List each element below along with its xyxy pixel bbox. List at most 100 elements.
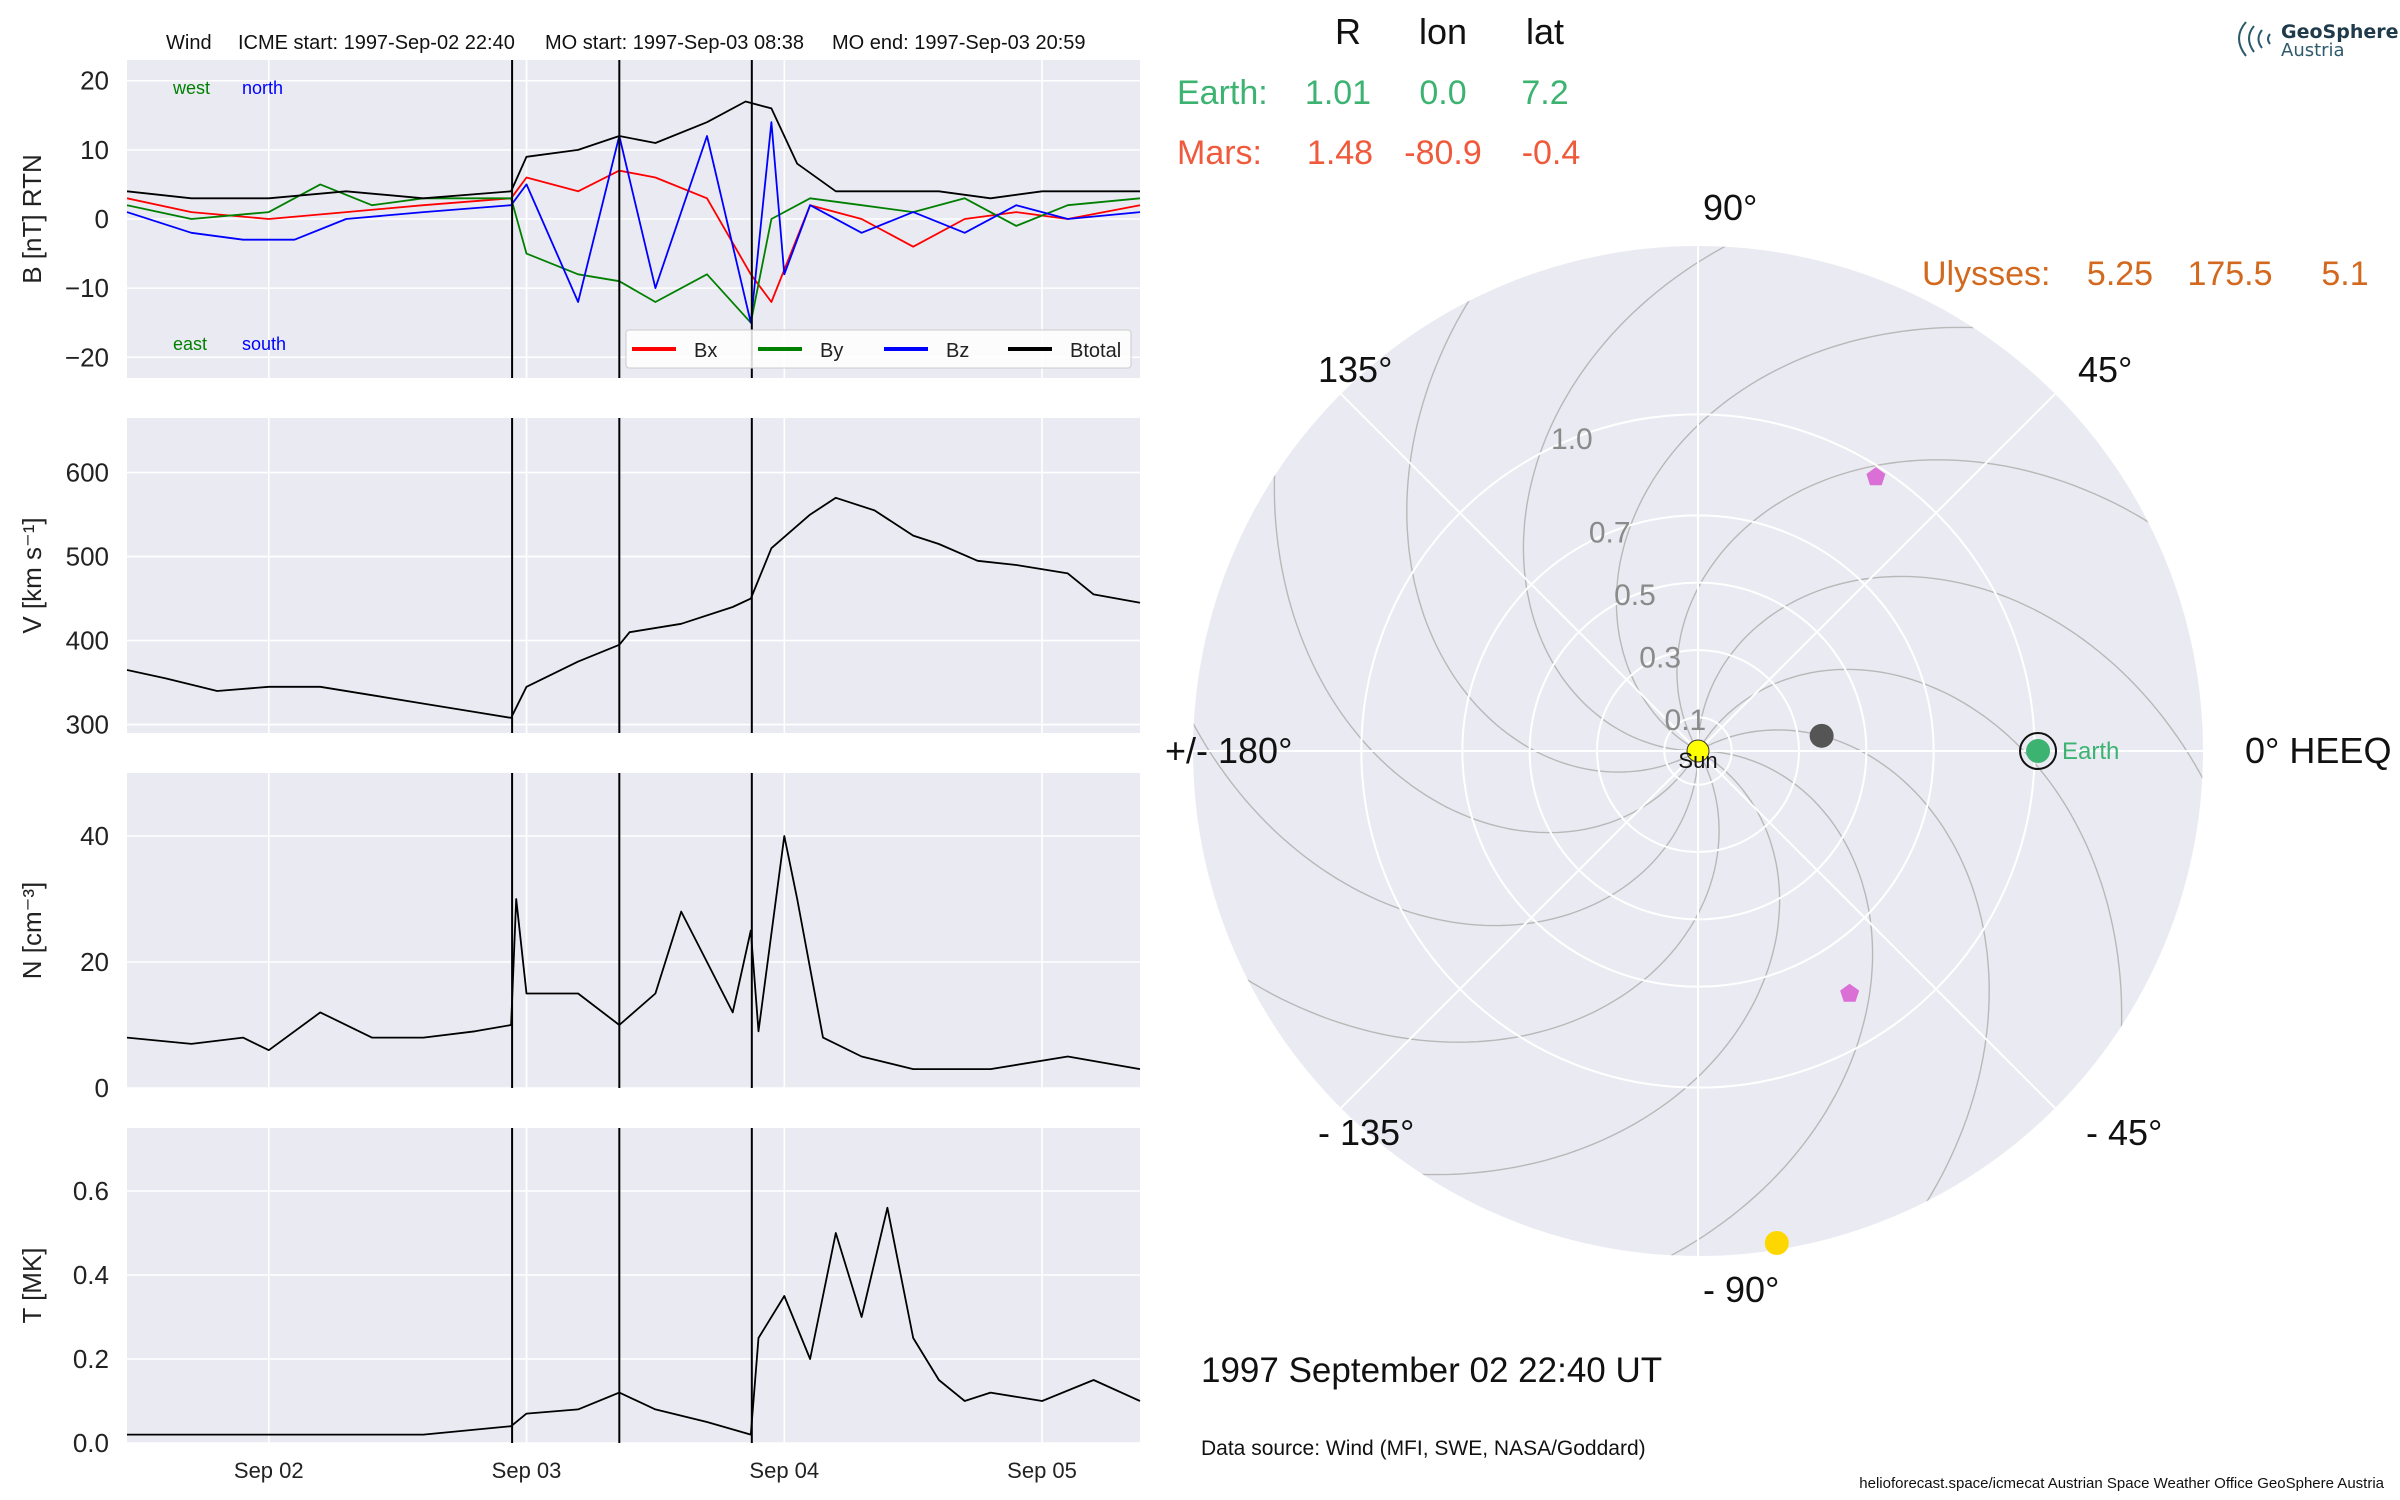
angular-gridline xyxy=(1697,393,2056,752)
y-tick-label: 500 xyxy=(66,542,109,572)
footer: helioforecast.space/icmecat Austrian Spa… xyxy=(1859,1475,2384,1492)
radial-tick-label: 0.1 xyxy=(1665,704,1707,737)
spiral-line xyxy=(1615,326,2039,752)
series-bz xyxy=(126,121,1141,324)
annotation-west: west xyxy=(172,78,210,98)
angular-gridline xyxy=(1340,750,1699,1109)
y-tick-label: 0.2 xyxy=(73,1344,109,1374)
x-tick-label: Sep 03 xyxy=(492,1458,562,1483)
radial-tick-label: 1.0 xyxy=(1551,423,1593,456)
earth-label: Earth xyxy=(2062,738,2119,765)
planet-marker xyxy=(1764,1230,1789,1255)
panel-background xyxy=(127,418,1140,733)
spiral-line xyxy=(1193,664,1699,927)
spiral-line xyxy=(1406,246,1699,773)
angle-label: +/- 180° xyxy=(1165,730,1292,771)
angle-label: 135° xyxy=(1318,349,1392,390)
earth-lon: 0.0 xyxy=(1419,74,1466,112)
legend-label-bz: Bz xyxy=(946,340,969,362)
geosphere-logo: GeoSphere Austria xyxy=(2238,21,2399,61)
y-tick-label: 20 xyxy=(80,947,109,977)
table-header-lon: lon xyxy=(1419,11,1467,52)
y-tick-label: −10 xyxy=(65,273,109,303)
y-tick-label: 0.4 xyxy=(73,1260,109,1290)
panel-3: 0.6 0.4 0.2 0.0 T [MK] Sep 02 Sep 03 Sep 04 Sep … xyxy=(17,1128,1141,1483)
angle-label: 90° xyxy=(1703,187,1757,228)
header-icme-start: ICME start: 1997-Sep-02 22:40 xyxy=(238,32,515,54)
y-tick-label: 10 xyxy=(80,135,109,165)
pentagon-marker xyxy=(1866,467,1886,486)
panel-0: 20 10 0 −10 −20 B [nT] RTN west north east south B… xyxy=(17,60,1141,378)
earth-label: Earth: xyxy=(1177,74,1268,112)
angular-gridline xyxy=(1697,750,2056,1109)
ulysses-label: Ulysses: xyxy=(1922,255,2050,293)
spiral-line xyxy=(1357,750,1781,1176)
ulysses-lat: 5.1 xyxy=(2321,255,2368,293)
logo-line1: GeoSphere xyxy=(2281,21,2399,43)
positions-table: R lon lat Earth: 1.01 0.0 7.2 Mars: 1.48… xyxy=(1177,11,2369,293)
x-tick-label: Sep 04 xyxy=(749,1458,819,1483)
y-tick-label: 400 xyxy=(66,626,109,656)
body-earth: Earth xyxy=(2019,732,2119,770)
y-tick-label: 0 xyxy=(95,204,109,234)
mars-lat: -0.4 xyxy=(1522,134,1581,172)
series-t xyxy=(127,1206,1141,1436)
sun-label: Sun xyxy=(1678,748,1717,773)
spiral-line xyxy=(1193,750,1720,1043)
y-axis-label: V [km s⁻¹] xyxy=(17,517,47,633)
legend-label-btotal: Btotal xyxy=(1070,340,1121,362)
series-btotal xyxy=(126,100,1140,200)
body-spacecraft-grey xyxy=(1809,723,1834,748)
angular-gridline xyxy=(1340,393,1699,752)
spiral-line xyxy=(1676,459,2203,752)
angle-label: - 90° xyxy=(1703,1269,1779,1310)
y-tick-label: 300 xyxy=(66,710,109,740)
angle-label: 45° xyxy=(2078,349,2132,390)
mars-row: Mars: 1.48 -80.9 -0.4 xyxy=(1177,134,1580,172)
annotation-east: east xyxy=(173,334,207,354)
x-tick-label: Sep 05 xyxy=(1007,1458,1077,1483)
mars-lon: -80.9 xyxy=(1404,134,1482,172)
spiral-lines xyxy=(1193,246,2203,1256)
panel-2: 40 20 0 N [cm⁻³] xyxy=(17,773,1141,1103)
spiral-line xyxy=(1273,410,1699,834)
y-axis-label: T [MK] xyxy=(17,1247,47,1323)
header: Wind ICME start: 1997-Sep-02 22:40 MO st… xyxy=(166,32,1086,54)
spiral-line xyxy=(1697,668,2123,1092)
panel-background xyxy=(127,773,1140,1088)
series-bx xyxy=(126,169,1141,303)
legend-box xyxy=(625,329,1132,369)
spiral-line xyxy=(1697,575,2203,838)
panel-1: 600 500 400 300 V [km s⁻¹] xyxy=(17,418,1141,740)
header-spacecraft: Wind xyxy=(166,32,212,54)
mars-r: 1.48 xyxy=(1307,134,1373,172)
radial-tick-label: 0.3 xyxy=(1639,641,1681,674)
earth-row: Earth: 1.01 0.0 7.2 xyxy=(1177,74,1569,112)
polar-plot: 0.1 0.3 0.5 0.7 1.0 0° HEEQ 45° 90° 135° +/- 180°… xyxy=(1165,187,2391,1310)
time-series-panels: 20 10 0 −10 −20 B [nT] RTN west north east south B… xyxy=(17,60,1141,1483)
spiral-line xyxy=(1611,750,1874,1256)
ulysses-r: 5.25 xyxy=(2087,255,2153,293)
y-tick-label: 0.0 xyxy=(73,1428,109,1458)
sun-marker xyxy=(1686,739,1710,763)
spiral-line xyxy=(1522,246,1785,752)
y-tick-label: 0 xyxy=(95,1073,109,1103)
panel-background xyxy=(127,1128,1140,1443)
data-source: Data source: Wind (MFI, SWE, NASA/Goddar… xyxy=(1201,1437,1646,1460)
body-spacecraft-pink-north xyxy=(1866,467,1886,486)
y-tick-label: 40 xyxy=(80,821,109,851)
legend-label-bx: Bx xyxy=(694,340,717,362)
y-axis-label: N [cm⁻³] xyxy=(17,882,47,980)
header-mo-end: MO end: 1997-Sep-03 20:59 xyxy=(832,32,1086,54)
earth-marker xyxy=(2026,739,2051,763)
earth-ring xyxy=(2019,732,2058,770)
angle-label: 0° HEEQ xyxy=(2245,730,2391,771)
planet-marker xyxy=(1809,723,1834,748)
ulysses-row: Ulysses: 5.25 175.5 5.1 xyxy=(1922,255,2369,293)
series-v xyxy=(126,496,1141,719)
angle-label: - 45° xyxy=(2086,1112,2162,1153)
angle-label: - 135° xyxy=(1318,1112,1414,1153)
legend-label-by: By xyxy=(820,340,843,362)
y-tick-label: 600 xyxy=(66,458,109,488)
pentagon-marker xyxy=(1840,983,1860,1002)
